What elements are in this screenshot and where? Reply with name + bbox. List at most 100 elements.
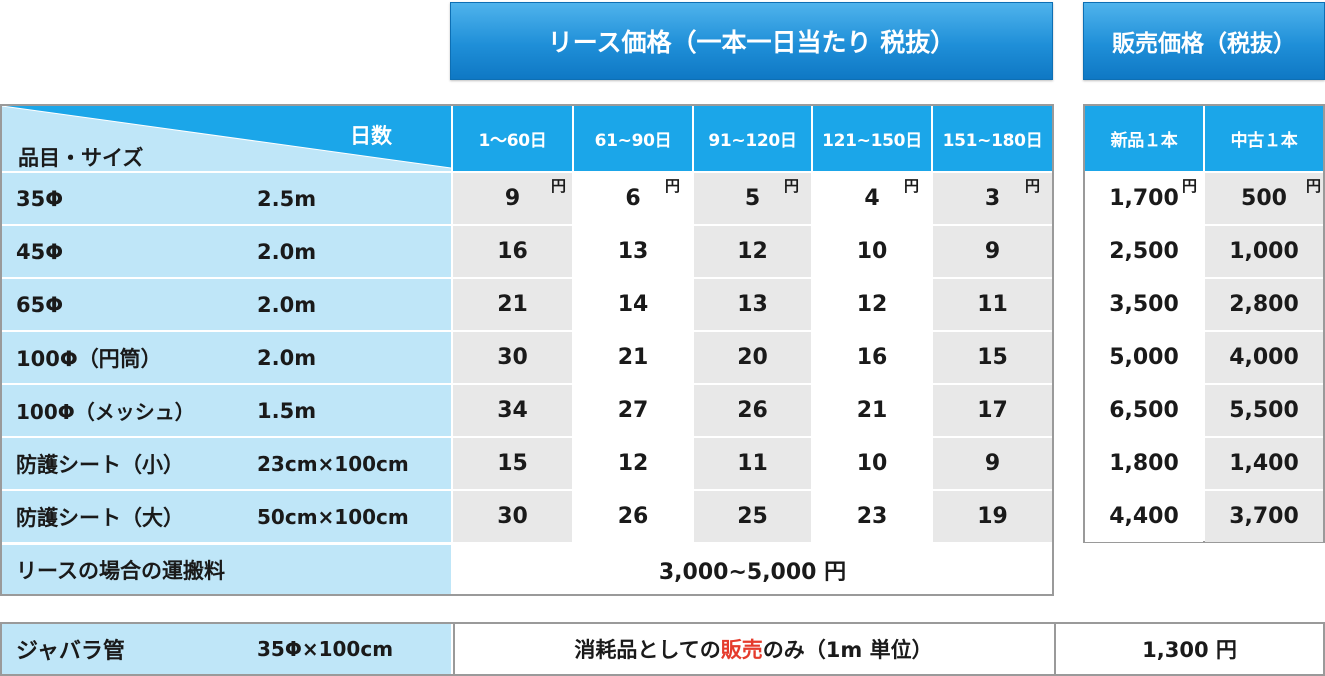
yen-unit: 円 [783, 177, 799, 195]
item-name: 防護シート（大） [16, 505, 184, 530]
lease-price-cell: 13 [574, 226, 692, 277]
sale-price-cell: 1,400 [1205, 438, 1323, 489]
lease-price-cell: 19 [933, 491, 1052, 542]
yen-unit: 円 [664, 177, 680, 195]
lease-price-cell: 10 [813, 226, 931, 277]
sale-table [1083, 104, 1325, 543]
sale-price-cell: 5,500 [1205, 385, 1323, 436]
lease-price-value: 15 [977, 345, 1008, 370]
jabara-note-before: 消耗品としての [574, 638, 721, 662]
period-header-cell: 1～60日 [453, 106, 572, 171]
lease-price-cell: 12 [813, 279, 931, 330]
lease-price-value: 25 [737, 504, 768, 529]
lease-price-value: 17 [977, 398, 1008, 423]
sale-price-value: 5,500 [1229, 398, 1299, 423]
sale-price-value: 3,500 [1109, 292, 1179, 317]
period-header-label: 151~180日 [942, 131, 1043, 151]
lease-price-value: 11 [737, 451, 768, 476]
lease-price-value: 30 [497, 504, 528, 529]
lease-price-value: 16 [497, 239, 528, 264]
sale-price-value: 1,700 [1109, 186, 1179, 211]
sale-price-title: 販売価格（税抜） [1112, 31, 1296, 57]
jabara-note-cell: 消耗品としての 販売 のみ（1m 単位） [453, 624, 1052, 674]
lease-price-value: 9 [504, 186, 521, 211]
item-size: 1.5m [257, 398, 317, 423]
lease-price-cell: 17 [933, 385, 1052, 436]
lease-price-value: 4 [864, 186, 880, 211]
lease-price-value: 6 [625, 186, 641, 211]
sale-header-cell: 中古１本 [1205, 106, 1323, 171]
lease-price-value: 21 [497, 292, 528, 317]
lease-price-cell: 16 [813, 332, 931, 383]
item-name: 防護シート（小） [16, 452, 184, 477]
sale-price-value: 4,400 [1109, 504, 1179, 529]
sale-price-cell: 5,000 [1085, 332, 1203, 383]
lease-price-cell: 11 [694, 438, 811, 489]
jabara-note-highlight: 販売 [720, 638, 763, 662]
item-size: 2.5m [257, 186, 317, 211]
lease-price-banner: リース価格（一本一日当たり 税抜） [450, 2, 1053, 80]
yen-unit: 円 [903, 177, 919, 195]
lease-price-value: 14 [617, 292, 649, 317]
item-size: 2.0m [257, 345, 317, 370]
lease-price-value: 11 [977, 292, 1008, 317]
jabara-table [0, 622, 1325, 676]
sale-price-cell: 4,400 [1085, 491, 1203, 542]
lease-price-cell: 12 [574, 438, 692, 489]
jabara-price: 1,300 円 [1142, 638, 1237, 662]
sale-header-cell: 新品１本 [1085, 106, 1203, 171]
item-size: 23cm×100cm [257, 451, 409, 476]
sale-price-banner: 販売価格（税抜） [1083, 2, 1325, 80]
sale-price-cell: 2,500 [1085, 226, 1203, 277]
sale-price-value: 2,500 [1109, 239, 1179, 264]
row-label-cell: 100Φ（メッシュ） 1.5m [2, 385, 451, 436]
item-size: 50cm×100cm [257, 504, 409, 529]
yen-unit: 円 [1305, 177, 1321, 195]
lease-price-value: 15 [497, 451, 528, 476]
lease-price-cell: 9 [933, 226, 1052, 277]
jabara-label-cell: ジャバラ管 35Φ×100cm [2, 624, 451, 674]
row-label-cell: 65Φ 2.0m [2, 279, 451, 330]
period-header-cell: 91~120日 [694, 106, 811, 171]
row-label-cell: 45Φ 2.0m [2, 226, 451, 277]
lease-price-value: 9 [984, 239, 1001, 264]
sale-price-cell: 1,700 円 [1085, 173, 1203, 224]
sale-price-cell: 3,500 [1085, 279, 1203, 330]
sale-price-cell: 6,500 [1085, 385, 1203, 436]
days-label: 日数 [350, 124, 392, 148]
lease-price-value: 12 [856, 292, 888, 317]
jabara-name: ジャバラ管 [16, 639, 125, 664]
lease-price-cell: 27 [574, 385, 692, 436]
lease-price-value: 23 [856, 504, 888, 529]
lease-price-cell: 30 [453, 332, 572, 383]
period-header-label: 121~150日 [822, 131, 922, 151]
lease-price-value: 9 [984, 451, 1001, 476]
period-header-cell: 151~180日 [933, 106, 1052, 171]
period-header-label: 1～60日 [478, 131, 547, 151]
lease-price-value: 10 [856, 451, 888, 476]
item-name: 35Φ [16, 186, 64, 211]
sale-price-value: 1,400 [1229, 451, 1299, 476]
sale-price-value: 5,000 [1109, 345, 1179, 370]
sale-price-value: 2,800 [1229, 292, 1299, 317]
sale-price-value: 4,000 [1229, 345, 1299, 370]
sale-price-cell: 4,000 [1205, 332, 1323, 383]
item-name: 65Φ [16, 292, 64, 317]
row-label-cell: 防護シート（小） 23cm×100cm [2, 438, 451, 489]
jabara-note-after: のみ（1m 単位） [762, 638, 933, 662]
lease-price-value: 26 [737, 398, 768, 423]
period-header-cell: 121~150日 [813, 106, 931, 171]
sale-price-cell: 3,700 [1205, 491, 1323, 542]
lease-price-cell: 9 [933, 438, 1052, 489]
sale-header-label: 中古１本 [1230, 131, 1298, 151]
lease-price-cell: 10 [813, 438, 931, 489]
lease-price-cell: 21 [813, 385, 931, 436]
lease-price-cell: 26 [694, 385, 811, 436]
sale-price-value: 500 [1241, 186, 1287, 211]
period-header-cell: 61~90日 [574, 106, 692, 171]
header-corner-cell: 日数 品目・サイズ [2, 106, 451, 171]
lease-price-cell: 21 [453, 279, 572, 330]
